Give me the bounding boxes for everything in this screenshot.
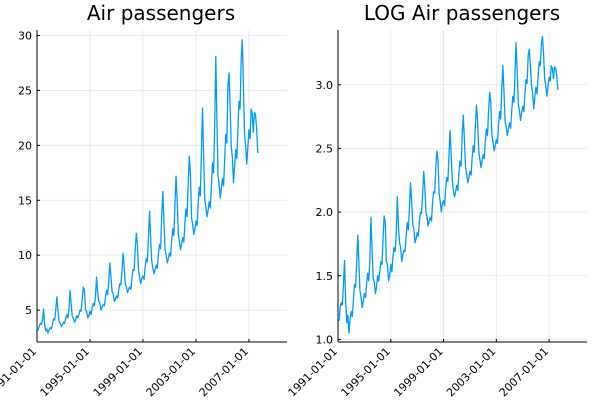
- y-tick-label: 1.0: [316, 333, 334, 346]
- y-tick-label: 2.5: [316, 142, 334, 155]
- series-line: [337, 35, 559, 334]
- y-tick-label: 5: [25, 304, 32, 317]
- y-tick-label: 20: [18, 139, 32, 152]
- axes: [337, 30, 587, 343]
- y-tick-labels: 1.0 1.5 2.0 2.5 3.0: [316, 79, 334, 347]
- axes: [36, 30, 287, 343]
- y-tick-label: 2.0: [316, 206, 334, 219]
- chart-title: Air passengers: [87, 1, 235, 25]
- series-line: [36, 39, 259, 334]
- series-layer: [337, 35, 559, 334]
- series-layer: [36, 39, 259, 334]
- y-tick-label: 1.5: [316, 270, 334, 283]
- y-tick-label: 10: [18, 249, 32, 262]
- y-tick-labels: 5 10 15 20 25 30: [18, 29, 32, 317]
- y-tick-label: 15: [18, 194, 32, 207]
- y-tick-label: 25: [18, 84, 32, 97]
- y-tick-label: 3.0: [316, 79, 334, 92]
- y-tick-label: 30: [18, 29, 32, 42]
- chart-title: LOG Air passengers: [364, 1, 560, 25]
